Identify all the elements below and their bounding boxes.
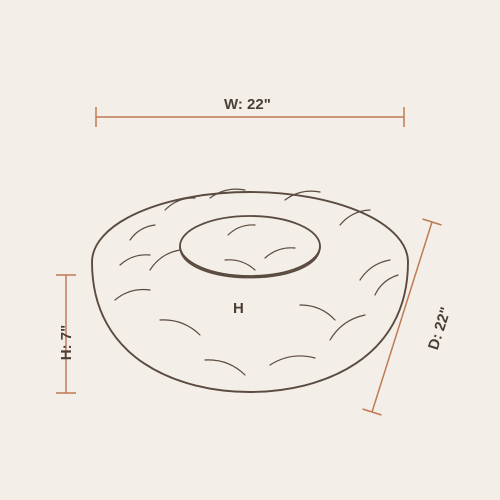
dimension-diagram: W: 22" H: 7" D: 22" H xyxy=(0,0,500,500)
height-label: H: 7" xyxy=(58,325,75,360)
height-inner-label: H xyxy=(233,300,244,317)
width-label: W: 22" xyxy=(224,96,271,113)
diagram-svg xyxy=(0,0,500,500)
